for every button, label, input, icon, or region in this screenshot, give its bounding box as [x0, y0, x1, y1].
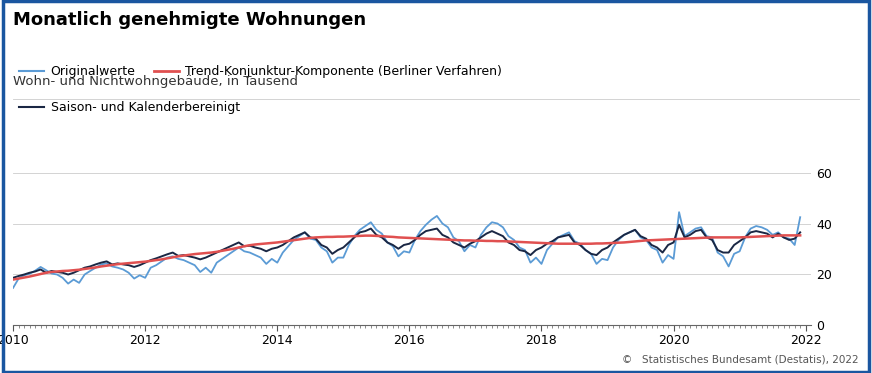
Text: Wohn- und Nichtwohngebäude, in Tausend: Wohn- und Nichtwohngebäude, in Tausend: [13, 75, 298, 88]
Text: ©   Statistisches Bundesamt (Destatis), 2022: © Statistisches Bundesamt (Destatis), 20…: [623, 355, 859, 365]
Text: Monatlich genehmigte Wohnungen: Monatlich genehmigte Wohnungen: [13, 11, 366, 29]
Legend: Saison- und Kalenderbereinigt: Saison- und Kalenderbereinigt: [19, 101, 240, 114]
